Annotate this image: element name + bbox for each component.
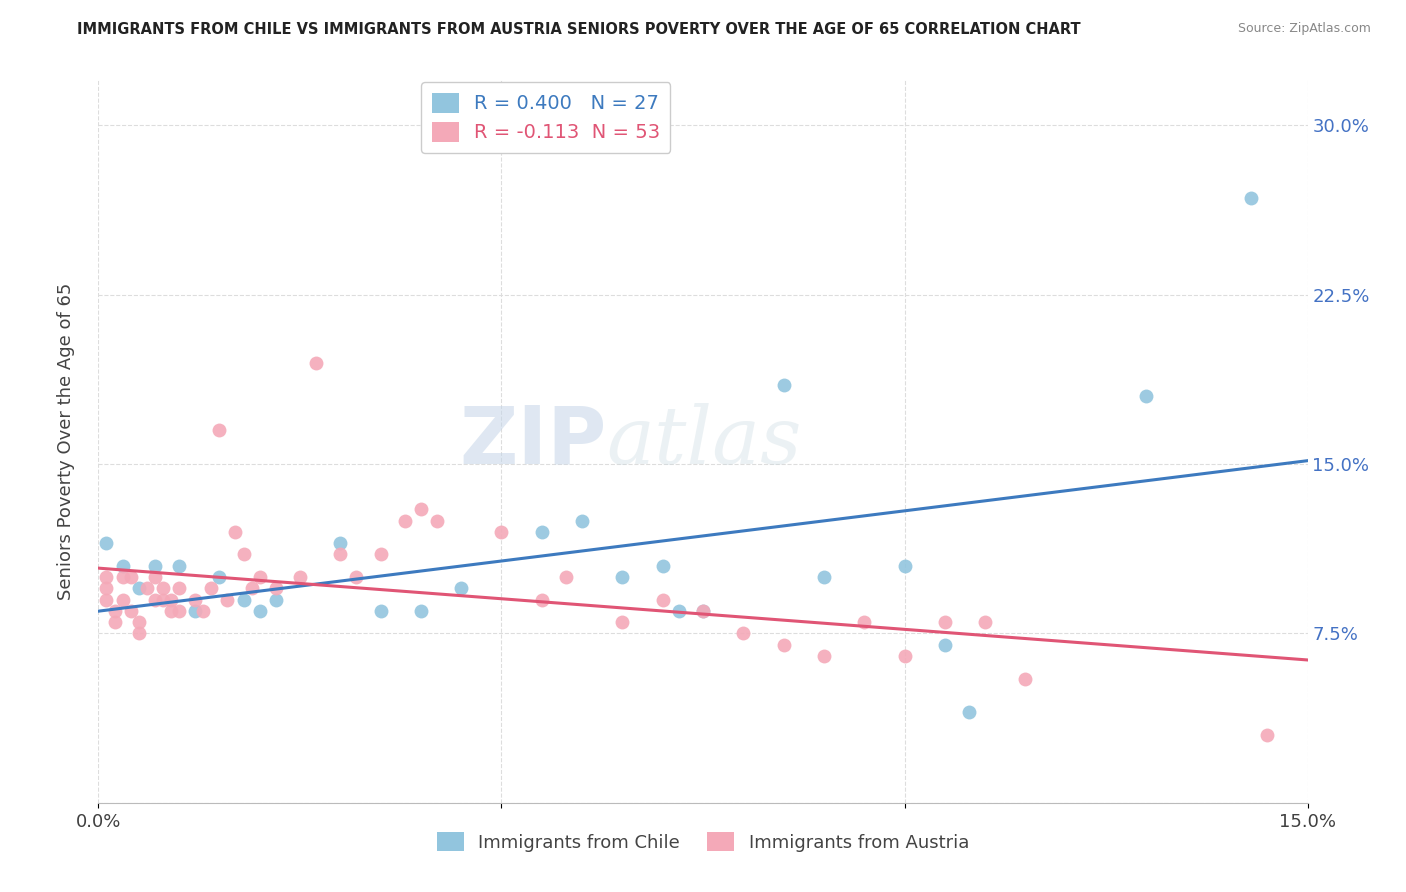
Point xyxy=(208,570,231,584)
Point xyxy=(143,570,166,584)
Point xyxy=(957,706,980,720)
Point xyxy=(288,570,311,584)
Point xyxy=(160,592,183,607)
Point xyxy=(571,514,593,528)
Point xyxy=(96,570,118,584)
Point xyxy=(409,502,432,516)
Point xyxy=(344,570,367,584)
Point xyxy=(530,592,553,607)
Point xyxy=(128,615,150,630)
Point xyxy=(120,604,142,618)
Point xyxy=(152,582,174,596)
Point xyxy=(217,592,239,607)
Point xyxy=(1135,389,1157,403)
Point xyxy=(103,615,125,630)
Text: IMMIGRANTS FROM CHILE VS IMMIGRANTS FROM AUSTRIA SENIORS POVERTY OVER THE AGE OF: IMMIGRANTS FROM CHILE VS IMMIGRANTS FROM… xyxy=(77,22,1081,37)
Point xyxy=(264,582,287,596)
Point xyxy=(772,378,794,392)
Point xyxy=(692,604,714,618)
Point xyxy=(96,536,118,550)
Point xyxy=(450,582,472,596)
Point xyxy=(934,615,956,630)
Point xyxy=(813,648,835,663)
Text: atlas: atlas xyxy=(606,403,801,480)
Point xyxy=(167,582,190,596)
Point xyxy=(692,604,714,618)
Point xyxy=(370,548,392,562)
Point xyxy=(240,582,263,596)
Legend: Immigrants from Chile, Immigrants from Austria: Immigrants from Chile, Immigrants from A… xyxy=(430,824,976,859)
Point xyxy=(329,536,352,550)
Text: ZIP: ZIP xyxy=(458,402,606,481)
Point xyxy=(120,570,142,584)
Point xyxy=(394,514,416,528)
Point xyxy=(111,570,134,584)
Point xyxy=(426,514,449,528)
Point xyxy=(491,524,513,539)
Point xyxy=(555,570,578,584)
Point xyxy=(612,615,634,630)
Point xyxy=(249,570,271,584)
Point xyxy=(167,558,190,573)
Point xyxy=(530,524,553,539)
Point xyxy=(232,548,254,562)
Point xyxy=(772,638,794,652)
Point xyxy=(1240,191,1263,205)
Point xyxy=(893,648,915,663)
Point xyxy=(103,604,125,618)
Point xyxy=(934,638,956,652)
Point xyxy=(128,626,150,640)
Point xyxy=(96,582,118,596)
Y-axis label: Seniors Poverty Over the Age of 65: Seniors Poverty Over the Age of 65 xyxy=(56,283,75,600)
Point xyxy=(135,582,157,596)
Point xyxy=(160,604,183,618)
Point xyxy=(893,558,915,573)
Text: Source: ZipAtlas.com: Source: ZipAtlas.com xyxy=(1237,22,1371,36)
Point xyxy=(152,592,174,607)
Point xyxy=(370,604,392,618)
Point xyxy=(264,592,287,607)
Point xyxy=(974,615,997,630)
Point xyxy=(96,592,118,607)
Point xyxy=(224,524,246,539)
Point xyxy=(249,604,271,618)
Point xyxy=(733,626,755,640)
Point xyxy=(128,582,150,596)
Point xyxy=(143,592,166,607)
Point xyxy=(111,558,134,573)
Point xyxy=(184,592,207,607)
Point xyxy=(305,355,328,369)
Point xyxy=(200,582,222,596)
Point xyxy=(111,592,134,607)
Point xyxy=(143,558,166,573)
Point xyxy=(193,604,215,618)
Point xyxy=(409,604,432,618)
Point xyxy=(853,615,876,630)
Point xyxy=(232,592,254,607)
Point xyxy=(651,592,673,607)
Point xyxy=(329,548,352,562)
Point xyxy=(184,604,207,618)
Point xyxy=(668,604,690,618)
Point xyxy=(1256,728,1278,742)
Point xyxy=(651,558,673,573)
Point xyxy=(167,604,190,618)
Point xyxy=(208,423,231,437)
Point xyxy=(813,570,835,584)
Point xyxy=(612,570,634,584)
Point xyxy=(1014,672,1036,686)
